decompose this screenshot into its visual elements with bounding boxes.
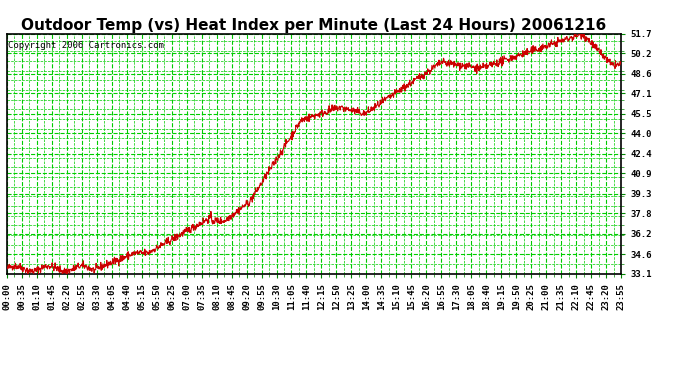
Text: Copyright 2006 Cartronics.com: Copyright 2006 Cartronics.com <box>8 41 164 50</box>
Title: Outdoor Temp (vs) Heat Index per Minute (Last 24 Hours) 20061216: Outdoor Temp (vs) Heat Index per Minute … <box>21 18 607 33</box>
